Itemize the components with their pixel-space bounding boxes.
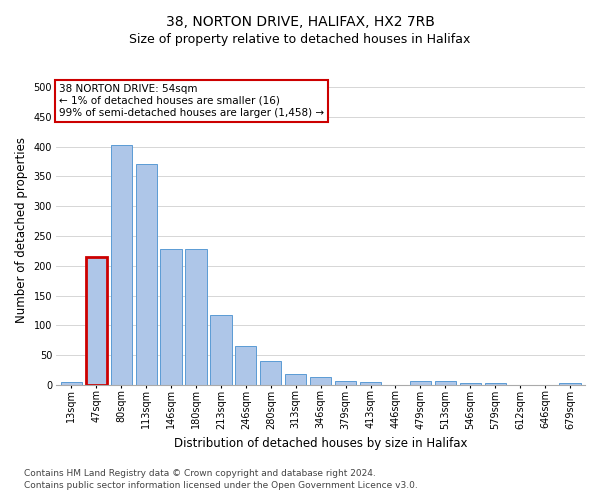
Bar [160, 249, 182, 385]
Bar [360, 382, 381, 385]
Y-axis label: Number of detached properties: Number of detached properties [15, 137, 28, 323]
X-axis label: Distribution of detached houses by size in Halifax: Distribution of detached houses by size … [174, 437, 467, 450]
Bar [410, 381, 431, 385]
Bar [435, 381, 456, 385]
Bar [485, 384, 506, 385]
Bar [235, 346, 256, 385]
Bar [136, 164, 157, 385]
Bar [460, 384, 481, 385]
Bar [211, 315, 232, 385]
Bar [285, 374, 307, 385]
Bar [310, 378, 331, 385]
Bar [559, 384, 581, 385]
Text: Size of property relative to detached houses in Halifax: Size of property relative to detached ho… [130, 32, 470, 46]
Text: 38, NORTON DRIVE, HALIFAX, HX2 7RB: 38, NORTON DRIVE, HALIFAX, HX2 7RB [166, 15, 434, 29]
Bar [260, 362, 281, 385]
Text: Contains public sector information licensed under the Open Government Licence v3: Contains public sector information licen… [24, 481, 418, 490]
Text: 38 NORTON DRIVE: 54sqm
← 1% of detached houses are smaller (16)
99% of semi-deta: 38 NORTON DRIVE: 54sqm ← 1% of detached … [59, 84, 324, 117]
Bar [61, 382, 82, 385]
Bar [86, 257, 107, 385]
Bar [335, 381, 356, 385]
Text: Contains HM Land Registry data © Crown copyright and database right 2024.: Contains HM Land Registry data © Crown c… [24, 468, 376, 477]
Bar [185, 249, 206, 385]
Bar [110, 145, 132, 385]
